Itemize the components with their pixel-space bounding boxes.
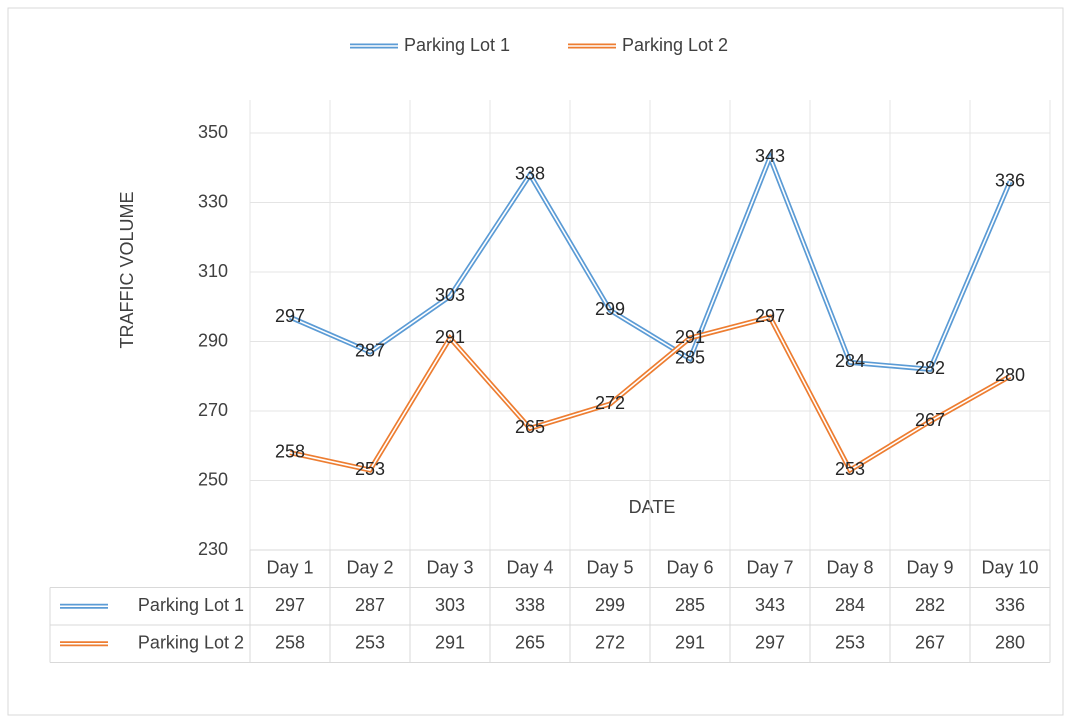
data-label: 280 <box>995 365 1025 385</box>
table-value: 297 <box>275 595 305 615</box>
data-label: 284 <box>835 351 865 371</box>
x-tick-label: Day 7 <box>746 558 793 578</box>
data-label: 343 <box>755 146 785 166</box>
table-value: 287 <box>355 595 385 615</box>
x-tick-label: Day 6 <box>666 558 713 578</box>
data-label: 297 <box>275 306 305 326</box>
table-value: 267 <box>915 633 945 653</box>
y-tick-label: 310 <box>198 261 228 281</box>
data-label: 253 <box>355 459 385 479</box>
series-line-inner <box>289 316 1011 472</box>
data-label: 282 <box>915 358 945 378</box>
table-value: 291 <box>435 633 465 653</box>
table-value: 291 <box>675 633 705 653</box>
table-value: 265 <box>515 633 545 653</box>
x-tick-label: Day 3 <box>426 558 473 578</box>
x-tick-label: Day 4 <box>506 558 553 578</box>
data-label: 297 <box>755 306 785 326</box>
table-value: 253 <box>355 633 385 653</box>
x-tick-label: Day 2 <box>346 558 393 578</box>
table-value: 272 <box>595 633 625 653</box>
table-value: 297 <box>755 633 785 653</box>
table-value: 280 <box>995 633 1025 653</box>
data-label: 265 <box>515 417 545 437</box>
table-series-name: Parking Lot 1 <box>138 595 244 615</box>
table-value: 338 <box>515 595 545 615</box>
data-label: 267 <box>915 410 945 430</box>
data-label: 338 <box>515 163 545 183</box>
y-tick-label: 250 <box>198 469 228 489</box>
x-tick-label: Day 5 <box>586 558 633 578</box>
chart-border <box>7 7 1064 716</box>
y-tick-label: 330 <box>198 191 228 211</box>
y-tick-label: 350 <box>198 122 228 142</box>
table-value: 343 <box>755 595 785 615</box>
series-line-inner <box>289 155 1011 371</box>
legend-label: Parking Lot 1 <box>404 35 510 55</box>
table-value: 258 <box>275 633 305 653</box>
table-value: 253 <box>835 633 865 653</box>
x-axis-title: DATE <box>629 497 676 517</box>
y-tick-label: 270 <box>198 400 228 420</box>
table-series-name: Parking Lot 2 <box>138 633 244 653</box>
table-value: 282 <box>915 595 945 615</box>
table-value: 284 <box>835 595 865 615</box>
data-label: 299 <box>595 299 625 319</box>
x-tick-label: Day 10 <box>981 558 1038 578</box>
data-label: 258 <box>275 441 305 461</box>
table-value: 285 <box>675 595 705 615</box>
y-axis-title: TRAFFIC VOLUME <box>117 191 137 348</box>
x-tick-label: Day 1 <box>266 558 313 578</box>
y-tick-label: 230 <box>198 539 228 559</box>
x-tick-label: Day 8 <box>826 558 873 578</box>
data-label: 253 <box>835 459 865 479</box>
data-label: 336 <box>995 170 1025 190</box>
data-label: 303 <box>435 285 465 305</box>
data-label: 287 <box>355 341 385 361</box>
data-label: 272 <box>595 393 625 413</box>
data-label: 291 <box>675 327 705 347</box>
table-value: 303 <box>435 595 465 615</box>
y-tick-label: 290 <box>198 330 228 350</box>
table-value: 336 <box>995 595 1025 615</box>
legend-label: Parking Lot 2 <box>622 35 728 55</box>
table-value: 299 <box>595 595 625 615</box>
data-label: 291 <box>435 327 465 347</box>
x-tick-label: Day 9 <box>906 558 953 578</box>
data-label: 285 <box>675 348 705 368</box>
